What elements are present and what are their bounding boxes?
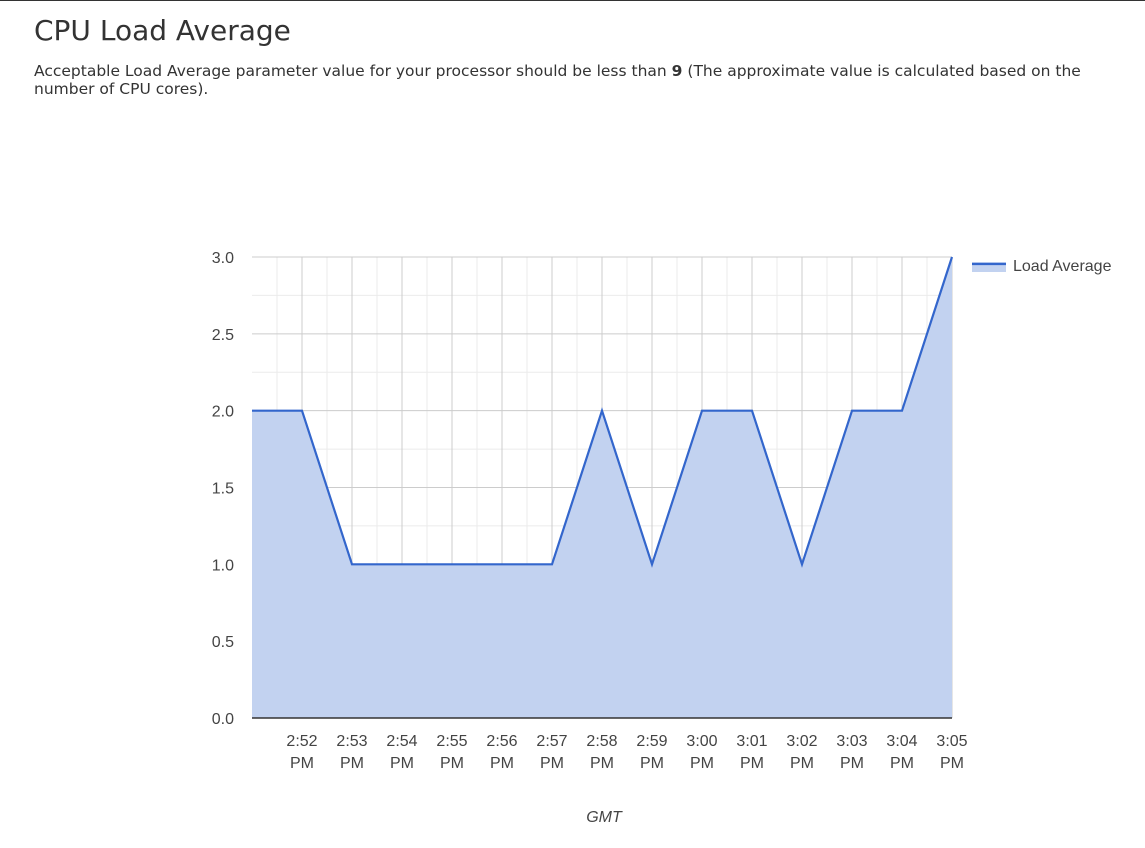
- x-tick-label: 2:52 PM: [286, 733, 317, 772]
- page-description: Acceptable Load Average parameter value …: [34, 62, 1134, 98]
- x-tick-label: 2:53 PM: [336, 733, 367, 772]
- y-tick-label: 0.5: [212, 634, 234, 651]
- y-tick-label: 3.0: [212, 250, 234, 267]
- x-tick-label: 2:56 PM: [486, 733, 517, 772]
- x-tick-label: 3:04 PM: [886, 733, 917, 772]
- y-tick-label: 0.0: [212, 711, 234, 728]
- description-text: Acceptable Load Average parameter value …: [34, 62, 672, 80]
- y-tick-label: 1.0: [212, 557, 234, 574]
- x-tick-label: 2:58 PM: [586, 733, 617, 772]
- load-threshold-value: 9: [671, 62, 683, 80]
- x-tick-label: 2:55 PM: [436, 733, 467, 772]
- y-tick-label: 2.5: [212, 327, 234, 344]
- x-tick-label: 2:59 PM: [636, 733, 667, 772]
- x-tick-label: 3:02 PM: [786, 733, 817, 772]
- y-tick-label: 1.5: [212, 481, 234, 498]
- x-tick-label: 3:05 PM: [936, 733, 967, 772]
- x-tick-label: 3:01 PM: [736, 733, 767, 772]
- y-tick-label: 2.0: [212, 404, 234, 421]
- description-text-end: (The approximate value is calculated bas…: [34, 62, 1081, 98]
- x-tick-label: 3:03 PM: [836, 733, 867, 772]
- load-average-area: [252, 257, 952, 718]
- x-tick-label: 2:54 PM: [386, 733, 417, 772]
- legend-swatch-area: [972, 262, 1006, 272]
- page-title: CPU Load Average: [34, 14, 291, 47]
- x-tick-label: 3:00 PM: [686, 733, 717, 772]
- x-tick-label: 2:57 PM: [536, 733, 567, 772]
- legend-label: Load Average: [1013, 258, 1112, 275]
- x-axis-title: GMT: [586, 809, 623, 826]
